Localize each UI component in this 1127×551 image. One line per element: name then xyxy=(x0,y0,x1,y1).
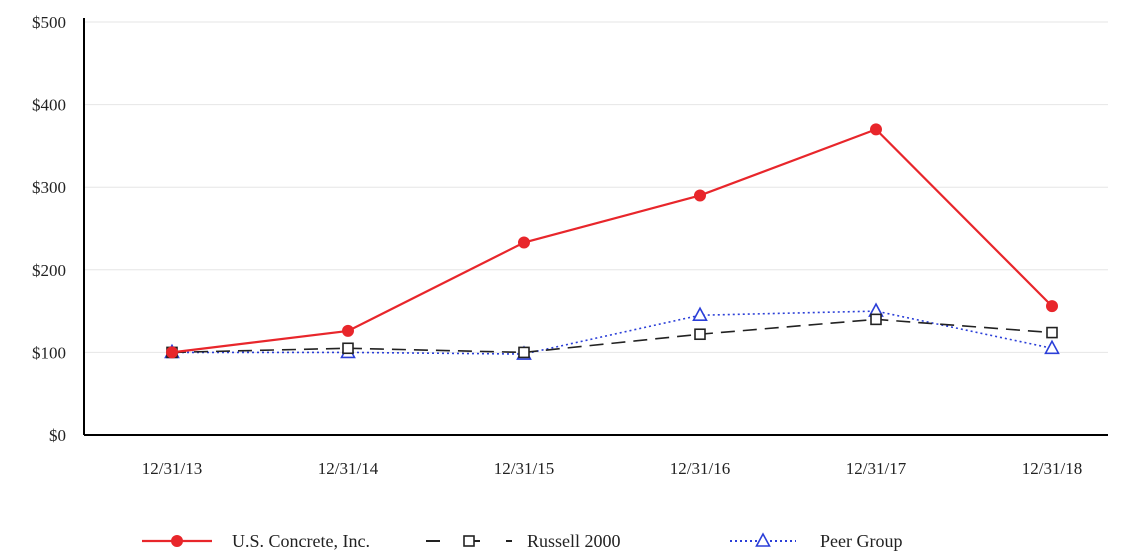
legend-label: Peer Group xyxy=(820,531,902,551)
x-tick-label: 12/31/16 xyxy=(670,459,730,478)
series-line xyxy=(171,318,1053,354)
x-tick-label: 12/31/15 xyxy=(494,459,554,478)
data-point xyxy=(694,189,706,202)
legend: U.S. Concrete, Inc. Russell 2000 Peer Grou… xyxy=(142,531,902,551)
y-tick-label: $200 xyxy=(32,261,66,280)
legend-marker xyxy=(171,535,183,547)
data-point xyxy=(1046,326,1058,339)
legend-label: U.S. Concrete, Inc. xyxy=(232,531,370,551)
data-point xyxy=(1044,339,1060,355)
data-point xyxy=(342,324,354,337)
data-point xyxy=(694,328,706,341)
data-point xyxy=(166,346,178,359)
x-axis-ticks: 12/31/13 12/31/14 12/31/15 12/31/16 12/31/17… xyxy=(142,459,1082,478)
legend-marker xyxy=(755,532,771,547)
y-tick-label: $500 xyxy=(32,13,66,32)
y-tick-label: $0 xyxy=(49,426,66,445)
x-tick-label: 12/31/13 xyxy=(142,459,202,478)
data-point xyxy=(1046,300,1058,313)
series-2 xyxy=(164,302,1060,360)
legend-label: Russell 2000 xyxy=(527,531,621,551)
x-tick-label: 12/31/17 xyxy=(846,459,907,478)
y-tick-label: $400 xyxy=(32,96,66,115)
data-point xyxy=(870,123,882,136)
y-tick-label: $300 xyxy=(32,178,66,197)
series-layer xyxy=(164,123,1060,360)
legend-item: Peer Group xyxy=(730,531,902,551)
legend-item: Russell 2000 xyxy=(426,531,621,551)
data-point xyxy=(692,306,708,322)
series-line xyxy=(171,128,1053,354)
legend-item: U.S. Concrete, Inc. xyxy=(142,531,370,551)
data-point xyxy=(518,346,530,359)
series-0 xyxy=(166,123,1058,359)
y-axis-ticks: $0 $100 $200 $300 $400 $500 xyxy=(32,13,66,445)
data-point xyxy=(870,313,882,326)
x-tick-label: 12/31/14 xyxy=(318,459,379,478)
data-point xyxy=(342,342,354,355)
series-line xyxy=(172,310,1053,355)
y-tick-label: $100 xyxy=(32,343,66,362)
legend-marker xyxy=(463,535,475,547)
axes xyxy=(83,18,1108,436)
x-tick-label: 12/31/18 xyxy=(1022,459,1082,478)
gridlines xyxy=(84,21,1108,353)
data-point xyxy=(518,236,530,249)
